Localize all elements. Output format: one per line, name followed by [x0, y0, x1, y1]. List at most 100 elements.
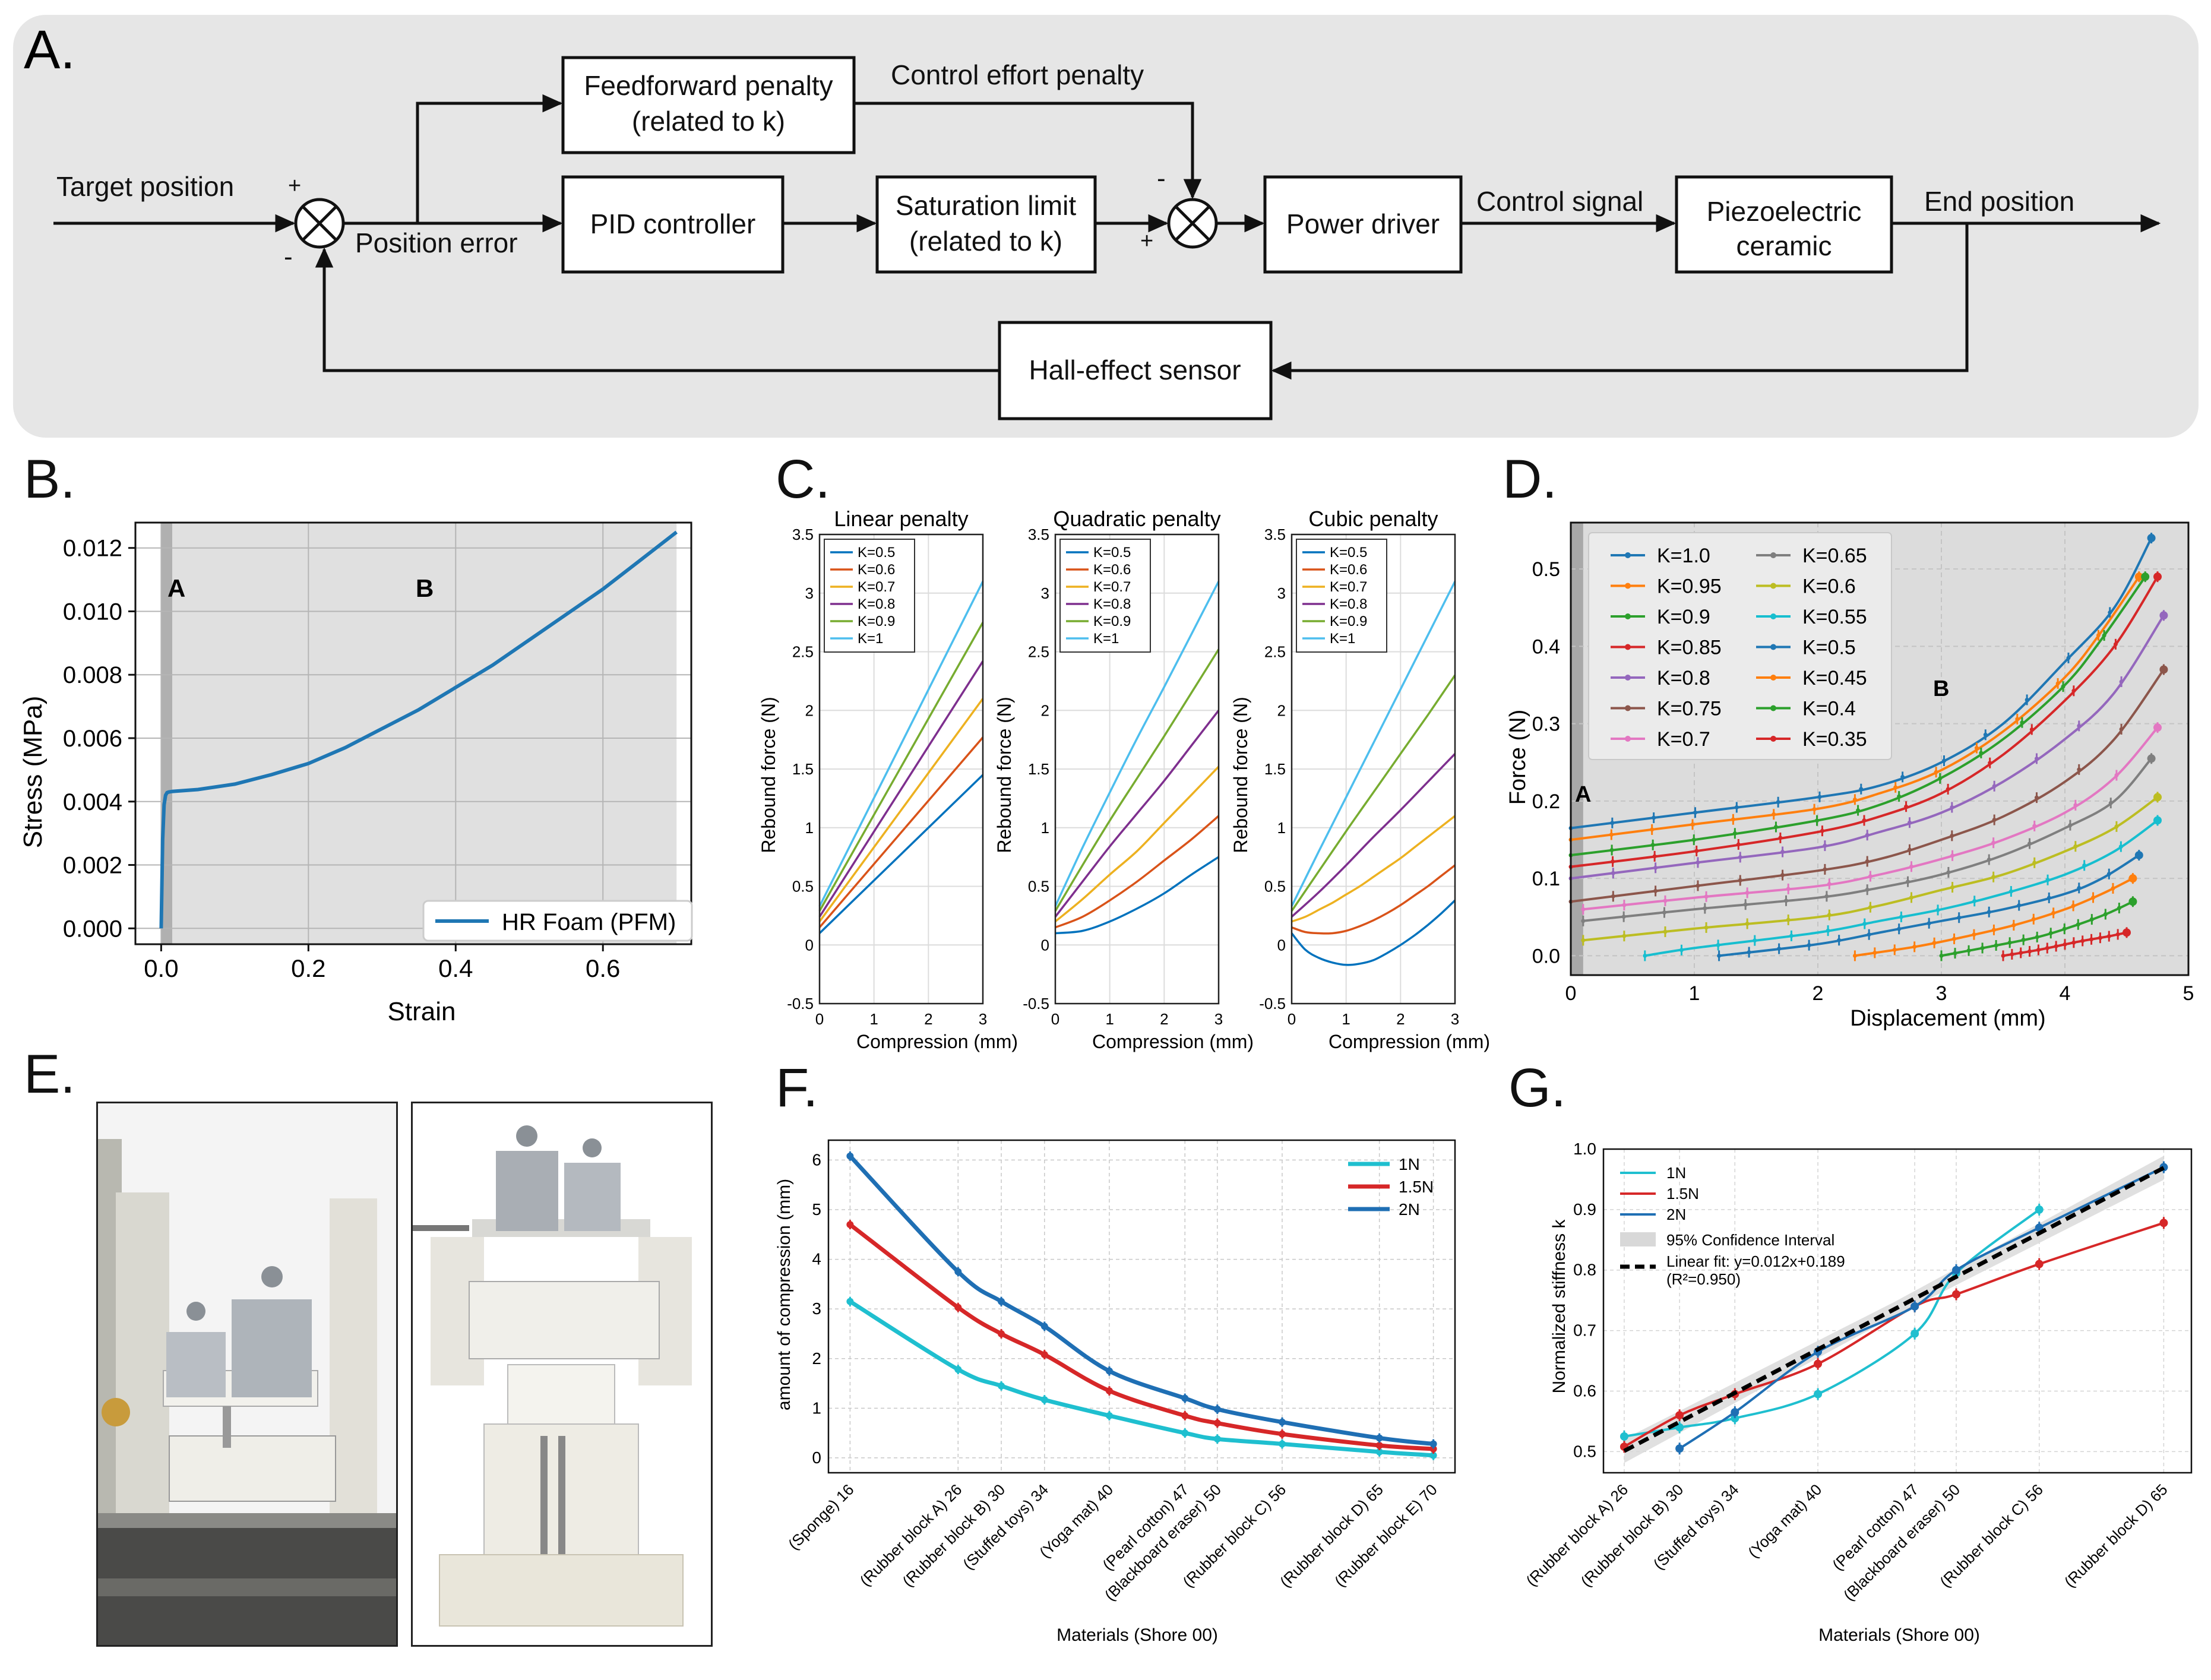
panel-c-ytick-label: 3 — [805, 584, 814, 602]
panel-d-point — [1972, 898, 1977, 903]
panel-f-ytick-label: 6 — [812, 1150, 821, 1169]
panel-f-point — [1278, 1430, 1286, 1438]
panel-f-legend-label: 2N — [1399, 1200, 1420, 1219]
panel-d-point — [1972, 932, 1976, 937]
panel-d-point — [1611, 871, 1615, 875]
end-position-label: End position — [1924, 186, 2074, 217]
panel-g-legend-anchor — [1611, 1173, 1617, 1179]
panel-d-point — [1690, 822, 1695, 827]
panel-a-background — [13, 15, 2199, 438]
panel-c-legend-label: K=0.6 — [1330, 562, 1367, 578]
panel-f-point — [1040, 1396, 1048, 1404]
panel-f-point — [1213, 1406, 1221, 1413]
panel-d-point — [1906, 879, 1910, 884]
panel-letter-e: E. — [24, 1044, 75, 1105]
panel-d-point — [1780, 850, 1785, 855]
panel-c2-ylabel: Rebound force (N) — [994, 697, 1015, 853]
panel-g-point — [1675, 1411, 1684, 1420]
panel-d-point — [1865, 887, 1870, 892]
panel-d-point — [1992, 784, 1997, 789]
panel-d-point — [2082, 863, 2087, 868]
panel-g-point — [2035, 1205, 2044, 1214]
panel-c-legend-label: K=0.5 — [858, 545, 895, 561]
panel-b-axes-frame — [134, 521, 692, 945]
panel-d-point — [1852, 953, 1857, 958]
region-a-label: A — [167, 574, 185, 602]
panel-d-point — [1892, 947, 1897, 952]
region-b-label: B — [416, 574, 434, 602]
panel-g-xtick-label: (Rubber block A) 26 — [1522, 1480, 1631, 1590]
panel-d-point — [1745, 890, 1750, 895]
panel-d-point — [1826, 928, 1830, 933]
panel-d-ytick-label: 0.4 — [1532, 635, 1560, 658]
panel-d-point — [2159, 611, 2168, 620]
panel-c-series-line — [1054, 648, 1220, 912]
panel-d-point — [1653, 865, 1658, 870]
signal-arrows — [53, 94, 2161, 380]
panel-d-point — [2017, 903, 2022, 908]
panel-c-series-line — [1055, 815, 1220, 929]
panel-d-point — [2068, 823, 2073, 828]
panel-d-point — [1950, 805, 1954, 810]
panel-d-point — [2031, 917, 2036, 922]
panel-d-point — [1991, 840, 1996, 845]
panel-d-point — [1789, 934, 1794, 938]
panel-d-point — [1704, 894, 1709, 899]
panel-b-xtick-label: 0.4 — [438, 954, 473, 982]
panel-c-title: Linear penalty — [834, 507, 968, 531]
panel-f-point — [1105, 1367, 1113, 1375]
panel-d-series-line — [1570, 576, 2140, 841]
panel-d-series-line — [1570, 537, 2153, 830]
panel-d-point — [1992, 818, 1997, 822]
panel-c-ytick-label: 0.5 — [792, 878, 814, 896]
panel-c-legend-label: K=0.9 — [858, 613, 895, 629]
panel-d-point — [1716, 942, 1720, 947]
panel-d-point — [2035, 935, 2039, 939]
plus-sign-2: + — [1140, 229, 1153, 254]
panel-d-point — [1868, 905, 1872, 910]
panel-c-ytick-label: 3.5 — [1028, 526, 1049, 543]
panel-f-point — [1429, 1451, 1437, 1459]
panel-c-series-line — [818, 660, 984, 917]
panel-d-point — [1991, 875, 1996, 879]
panel-c-ytick-label: 1 — [1041, 819, 1049, 837]
panel-d-point — [1987, 910, 1991, 915]
panel-c-legend-label: K=1 — [858, 631, 883, 647]
panel-d-legend — [1588, 532, 1892, 760]
panel-d-point — [2111, 886, 2115, 891]
panel-d-point — [1815, 818, 1820, 823]
panel-d-legend-label: K=0.55 — [1802, 606, 1867, 628]
panel-d-point — [2153, 572, 2162, 581]
panel-d-point — [1837, 938, 1842, 942]
panel-c-series-line — [1291, 864, 1456, 935]
panel-d-point — [2034, 795, 2039, 800]
panel-c-ytick-label: 2.5 — [1264, 643, 1286, 661]
panel-d-point — [2036, 948, 2041, 953]
panel-g-point — [1952, 1290, 1960, 1299]
panel-d-point — [2063, 942, 2067, 947]
panel-d-series-line — [1570, 576, 2146, 857]
panel-d-point — [2025, 697, 2029, 702]
panel-d-point — [2118, 844, 2123, 849]
panel-d-point — [1994, 943, 1998, 948]
panel-d-point — [1953, 951, 1957, 956]
panel-d-point — [1786, 917, 1791, 922]
panel-c-legend-label: K=0.5 — [1093, 545, 1131, 561]
panel-g-ci-label: 95% Confidence Interval — [1666, 1231, 1834, 1249]
panel-d-point — [2114, 824, 2119, 829]
panel-f-point — [954, 1303, 962, 1311]
panel-d-point — [1611, 859, 1615, 864]
saturation-label-1: Saturation limit — [896, 190, 1076, 221]
panel-c-xtick-label: 3 — [1451, 1010, 1459, 1028]
panel-c-series-line — [1290, 753, 1456, 918]
panel-c-axes-frame — [1290, 533, 1456, 1005]
panel-d-point — [1865, 833, 1870, 837]
panel-b-ytick-label: 0.006 — [63, 726, 122, 752]
panel-d-legend-label: K=1.0 — [1657, 545, 1710, 567]
panel-d-point — [2054, 944, 2058, 948]
panel-letter-c: C. — [776, 449, 830, 510]
panel-d-point — [1817, 795, 1822, 799]
panel-f-point — [954, 1366, 962, 1374]
panel-d-point — [2032, 860, 2037, 865]
panel-c-ytick-label: 2 — [1277, 701, 1286, 719]
